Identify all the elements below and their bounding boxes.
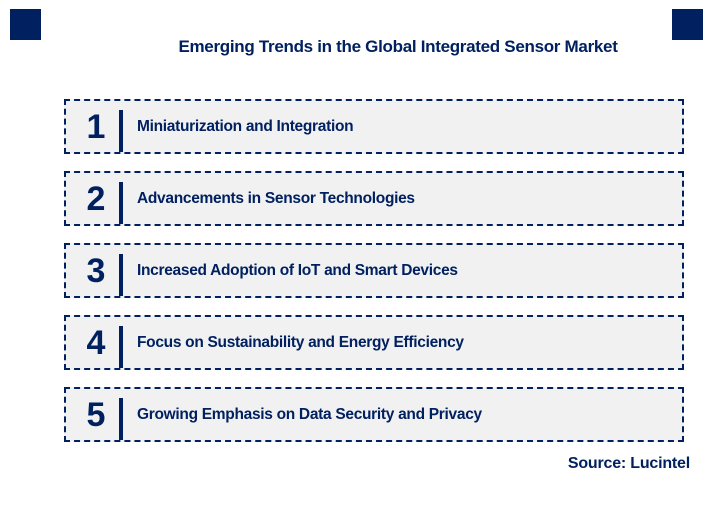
trend-number: 2 bbox=[86, 179, 106, 218]
divider-bar bbox=[119, 398, 123, 440]
trend-label: Increased Adoption of IoT and Smart Devi… bbox=[137, 261, 458, 279]
trend-row-3: 3 Increased Adoption of IoT and Smart De… bbox=[64, 243, 684, 298]
source-credit: Source: Lucintel bbox=[567, 455, 690, 472]
trend-number: 4 bbox=[86, 323, 106, 362]
divider-bar bbox=[119, 110, 123, 152]
chart-title: Emerging Trends in the Global Integrated… bbox=[178, 37, 618, 56]
trend-row-5: 5 Growing Emphasis on Data Security and … bbox=[64, 387, 684, 442]
trend-label: Advancements in Sensor Technologies bbox=[137, 189, 415, 207]
divider-bar bbox=[119, 326, 123, 368]
trend-number: 1 bbox=[86, 107, 106, 146]
trend-label: Focus on Sustainability and Energy Effic… bbox=[137, 333, 464, 351]
trend-row-4: 4 Focus on Sustainability and Energy Eff… bbox=[64, 315, 684, 370]
trend-number: 5 bbox=[86, 395, 106, 434]
divider-bar bbox=[119, 254, 123, 296]
trend-row-2: 2 Advancements in Sensor Technologies bbox=[64, 171, 684, 226]
trend-label: Growing Emphasis on Data Security and Pr… bbox=[137, 405, 482, 423]
trend-number: 3 bbox=[86, 251, 106, 290]
trend-row-1: 1 Miniaturization and Integration bbox=[64, 99, 684, 154]
trend-label: Miniaturization and Integration bbox=[137, 117, 354, 135]
corner-accent-left bbox=[10, 9, 41, 40]
corner-accent-right bbox=[672, 9, 703, 40]
divider-bar bbox=[119, 182, 123, 224]
